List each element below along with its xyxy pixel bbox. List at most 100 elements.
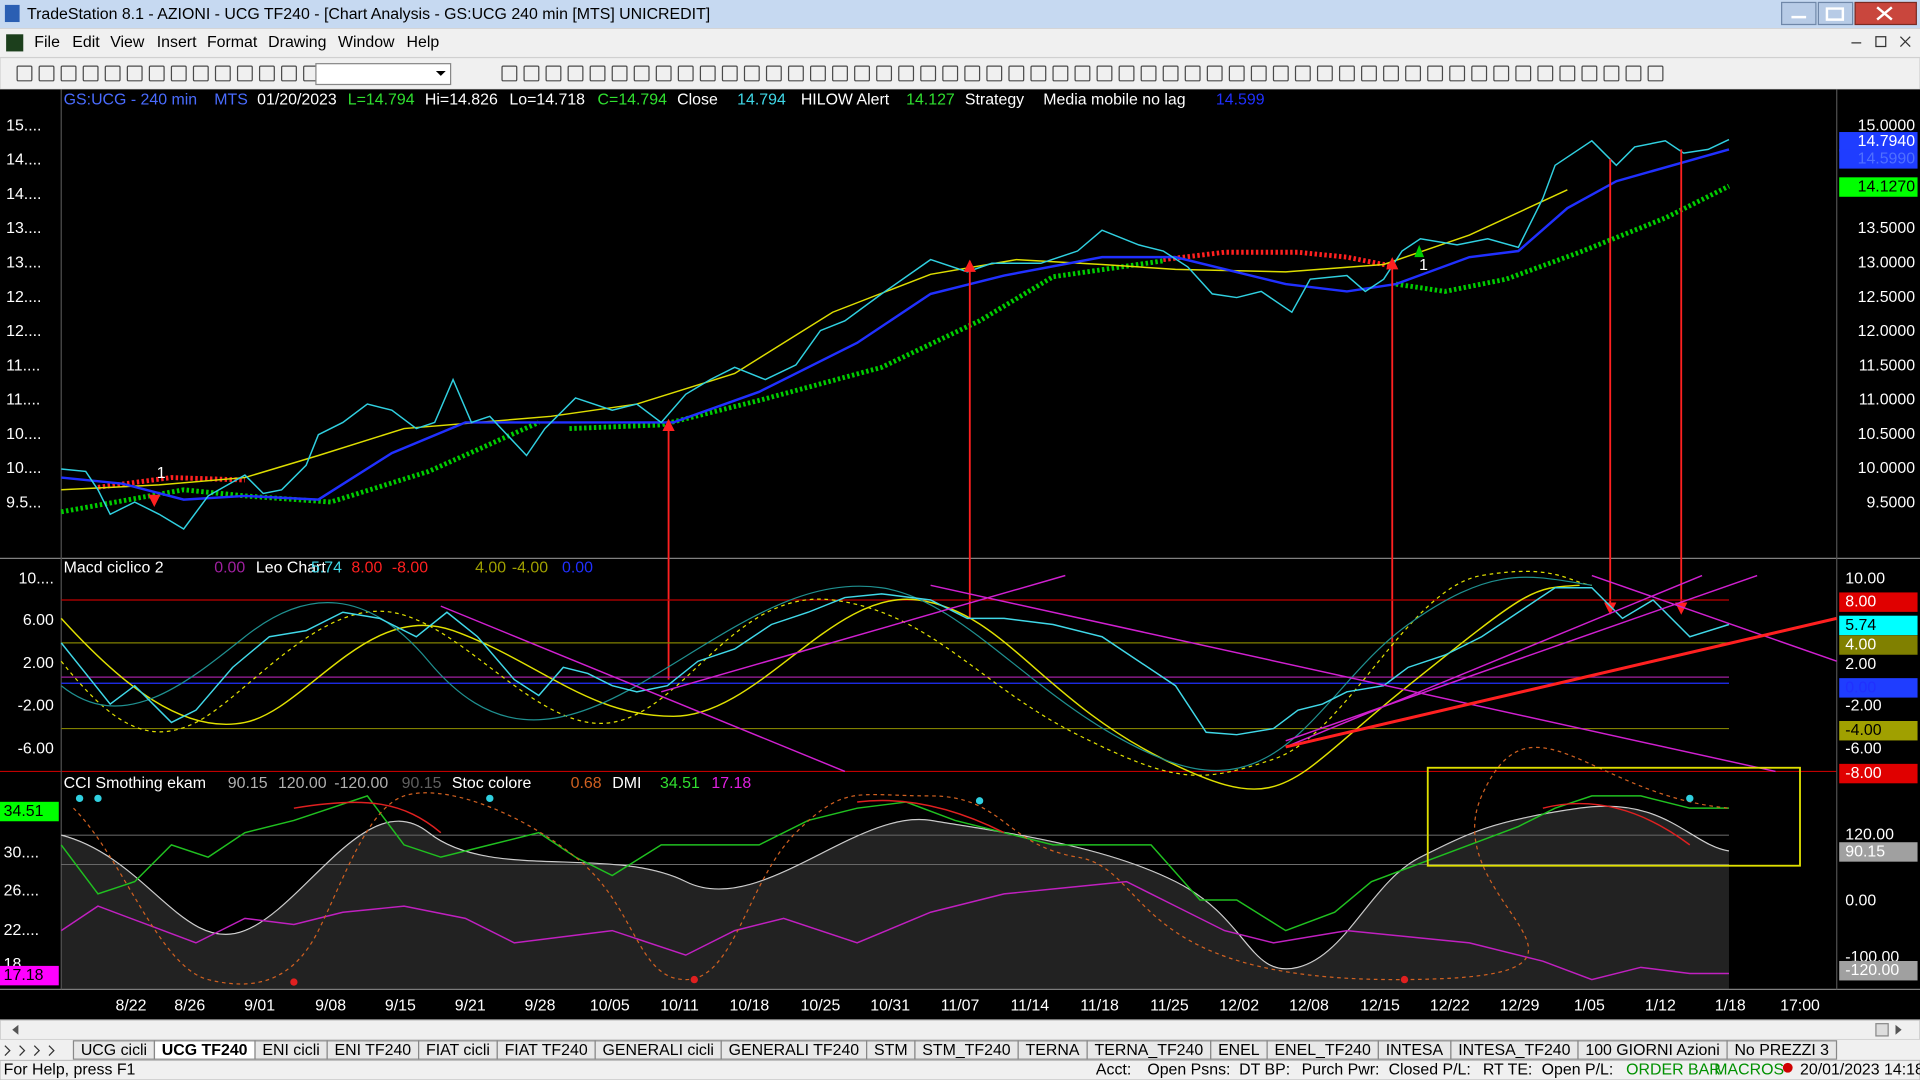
scroll-thumb[interactable]	[1875, 1023, 1889, 1037]
tool-icon[interactable]	[60, 65, 77, 82]
tool-icon[interactable]	[765, 65, 782, 82]
tool-icon[interactable]	[655, 65, 672, 82]
tool-icon[interactable]	[1162, 65, 1179, 82]
tool-icon[interactable]	[1427, 65, 1444, 82]
tool-icon[interactable]	[1228, 65, 1245, 82]
tool-icon[interactable]	[1515, 65, 1532, 82]
tool-icon[interactable]	[1096, 65, 1113, 82]
tool-icon[interactable]	[1581, 65, 1598, 82]
tool-icon[interactable]	[1008, 65, 1025, 82]
tab-bg[interactable]	[1726, 1040, 1838, 1060]
tool-icon[interactable]	[1449, 65, 1466, 82]
menu-item[interactable]: File	[34, 34, 60, 51]
tool-icon[interactable]	[1316, 65, 1333, 82]
tool-icon[interactable]	[589, 65, 606, 82]
tool-icon[interactable]	[1206, 65, 1223, 82]
tab[interactable]: ENI TF240	[335, 1042, 412, 1059]
tool-icon[interactable]	[126, 65, 143, 82]
tool-icon[interactable]	[1625, 65, 1642, 82]
menu-item[interactable]: Window	[338, 34, 395, 51]
tab[interactable]: STM	[874, 1042, 908, 1059]
tool-icon[interactable]	[148, 65, 165, 82]
tab[interactable]: GENERALI TF240	[729, 1042, 860, 1059]
menu-item[interactable]: Format	[207, 34, 258, 51]
tool-icon[interactable]	[787, 65, 804, 82]
tab[interactable]: ENEL	[1218, 1042, 1260, 1059]
tool-icon[interactable]	[876, 65, 893, 82]
maximize-button[interactable]	[1817, 1, 1854, 26]
tool-icon[interactable]	[1471, 65, 1488, 82]
tool-icon[interactable]	[898, 65, 915, 82]
tab[interactable]: ENI cicli	[262, 1042, 319, 1059]
tool-icon[interactable]	[1603, 65, 1620, 82]
tool-icon[interactable]	[170, 65, 187, 82]
tool-icon[interactable]	[281, 65, 297, 82]
tool-icon[interactable]	[810, 65, 826, 82]
tool-icon[interactable]	[942, 65, 959, 82]
tool-icon[interactable]	[38, 65, 55, 82]
tool-icon[interactable]	[854, 65, 870, 82]
symbol-combo[interactable]	[315, 63, 452, 86]
tool-icon[interactable]	[743, 65, 760, 82]
tool-icon[interactable]	[832, 65, 848, 82]
tool-icon[interactable]	[1272, 65, 1289, 82]
tab[interactable]: GENERALI cicli	[603, 1042, 714, 1059]
tab[interactable]: FIAT TF240	[505, 1042, 588, 1059]
tool-icon[interactable]	[192, 65, 209, 82]
menu-item[interactable]: Drawing	[268, 34, 326, 51]
tab[interactable]: 100 GIORNI Azioni	[1585, 1042, 1719, 1059]
tool-icon[interactable]	[920, 65, 937, 82]
tool-icon[interactable]	[1052, 65, 1069, 82]
tool-icon[interactable]	[721, 65, 738, 82]
menu-item[interactable]: View	[110, 34, 145, 51]
tool-icon[interactable]	[1361, 65, 1377, 82]
tool-icon[interactable]	[1559, 65, 1576, 82]
tool-icon[interactable]	[545, 65, 562, 82]
tab[interactable]: TERNA_TF240	[1095, 1042, 1204, 1059]
tool-icon[interactable]	[567, 65, 584, 82]
tool-icon[interactable]	[214, 65, 231, 82]
tool-icon[interactable]	[1647, 65, 1664, 82]
tab[interactable]: INTESA	[1386, 1042, 1444, 1059]
tool-icon[interactable]	[1294, 65, 1311, 82]
tab[interactable]: TERNA	[1026, 1042, 1080, 1059]
tool-icon[interactable]	[1338, 65, 1355, 82]
menu-item[interactable]: Edit	[72, 34, 100, 51]
tool-icon[interactable]	[16, 65, 33, 82]
tool-icon[interactable]	[1250, 65, 1267, 82]
tab[interactable]: UCG cicli	[81, 1042, 147, 1059]
tool-icon[interactable]	[523, 65, 540, 82]
mdi-buttons[interactable]	[1851, 36, 1911, 48]
tool-icon[interactable]	[699, 65, 716, 82]
tab[interactable]: INTESA_TF240	[1458, 1042, 1570, 1059]
menu-item[interactable]: Insert	[157, 34, 197, 51]
tool-icon[interactable]	[258, 65, 275, 82]
tool-icon[interactable]	[611, 65, 628, 82]
tool-icon[interactable]	[1118, 65, 1135, 82]
tool-icon[interactable]	[1383, 65, 1399, 82]
tool-icon[interactable]	[633, 65, 650, 82]
tool-icon[interactable]	[677, 65, 694, 82]
tool-icon[interactable]	[1140, 65, 1157, 82]
tool-icon[interactable]	[104, 65, 121, 82]
menu-item[interactable]: Help	[407, 34, 440, 51]
tool-icon[interactable]	[1537, 65, 1554, 82]
tool-icon[interactable]	[964, 65, 981, 82]
tool-icon[interactable]	[986, 65, 1003, 82]
tool-icon[interactable]	[1074, 65, 1091, 82]
tool-icon[interactable]	[82, 65, 99, 82]
tab[interactable]: UCG TF240	[162, 1042, 248, 1059]
tab-scroll-buttons[interactable]	[4, 1045, 55, 1056]
tab[interactable]: No PREZZI 3	[1734, 1042, 1829, 1059]
tab[interactable]: FIAT cicli	[426, 1042, 490, 1059]
tool-icon[interactable]	[1184, 65, 1201, 82]
scrollbar[interactable]	[0, 1019, 1920, 1041]
tool-icon[interactable]	[501, 65, 518, 82]
tool-icon[interactable]	[1405, 65, 1422, 82]
tab[interactable]: STM_TF240	[922, 1042, 1011, 1059]
tool-icon[interactable]	[1493, 65, 1510, 82]
minimize-button[interactable]	[1781, 1, 1817, 26]
tab[interactable]: ENEL_TF240	[1274, 1042, 1371, 1059]
tool-icon[interactable]	[236, 65, 253, 82]
tool-icon[interactable]	[1030, 65, 1047, 82]
